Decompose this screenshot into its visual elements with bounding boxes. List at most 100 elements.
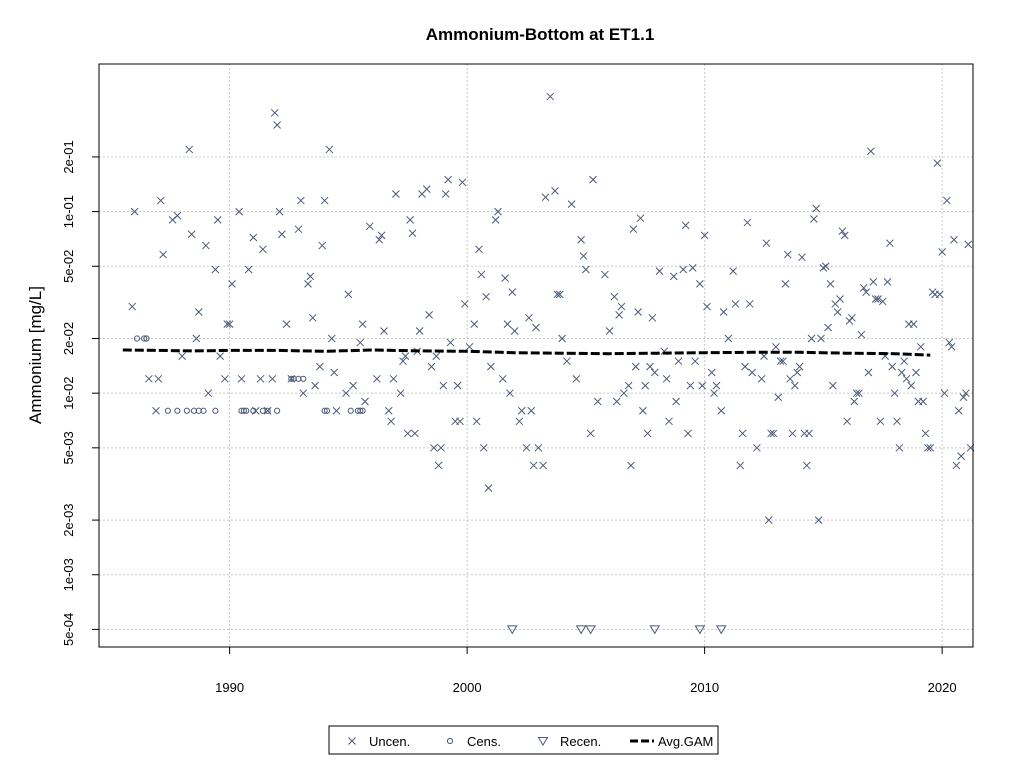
- censored-point: [240, 407, 247, 414]
- uncensored-point: [707, 368, 716, 377]
- censored-point: [288, 375, 295, 382]
- uncensored-point: [470, 320, 479, 328]
- uncensored-point: [655, 267, 664, 275]
- uncensored-point: [776, 357, 785, 366]
- uncensored-point: [686, 381, 695, 390]
- uncensored-point: [601, 270, 609, 279]
- y-axis: 5e-04 1e-03 2e-03 5e-03 1e-02 2e-02 5e-02 1e-01…: [61, 140, 99, 646]
- uncensored-point: [731, 300, 740, 308]
- censored-point: [321, 407, 328, 414]
- y-tick-label: 1e-02: [61, 377, 76, 410]
- grid-lines: [99, 64, 973, 647]
- uncensored-point: [156, 196, 165, 205]
- uncensored-point: [840, 231, 849, 240]
- uncensored-point: [895, 443, 904, 452]
- uncensored-point: [890, 389, 899, 398]
- uncensored-point: [698, 381, 707, 390]
- uncensored-point: [211, 265, 220, 274]
- uncensored-point: [460, 300, 469, 308]
- uncensored-point: [249, 233, 258, 242]
- uncensored-point: [263, 406, 272, 415]
- uncensored-point: [829, 381, 837, 390]
- uncensored-point: [396, 389, 405, 398]
- uncensored-point: [456, 417, 464, 426]
- uncensored-point: [624, 381, 633, 390]
- legend-marker: [446, 737, 454, 745]
- gam-line: [122, 348, 931, 357]
- uncensored-point: [862, 288, 870, 297]
- censored-point: [243, 407, 250, 414]
- uncensored-point: [874, 295, 882, 303]
- y-tick-label: 5e-04: [61, 613, 76, 646]
- uncensored-point: [703, 302, 711, 311]
- uncensored-point: [491, 216, 500, 224]
- uncensored-point: [375, 235, 384, 244]
- uncensored-point: [764, 516, 773, 524]
- uncensored-point: [427, 362, 436, 371]
- uncensored-point: [641, 381, 650, 390]
- uncensored-point: [399, 357, 407, 366]
- uncensored-point: [897, 368, 906, 377]
- censored-point: [164, 407, 171, 414]
- uncensored-point: [318, 241, 327, 250]
- uncensored-point: [838, 227, 847, 236]
- uncensored-point: [130, 207, 139, 216]
- uncensored-point: [962, 389, 970, 398]
- uncensored-point: [503, 320, 512, 328]
- uncensored-point: [679, 265, 688, 274]
- uncensored-point: [902, 374, 911, 383]
- uncensored-point: [945, 338, 954, 347]
- uncensored-point: [349, 381, 357, 390]
- uncensored-point: [819, 264, 828, 272]
- uncensored-point: [361, 397, 369, 406]
- uncensored-point: [824, 323, 832, 332]
- uncensored-point: [434, 461, 443, 470]
- censored-point: [133, 335, 141, 342]
- uncensored-point: [850, 397, 859, 406]
- uncensored-point: [710, 389, 718, 398]
- legend-label: Cens.: [467, 734, 501, 749]
- uncensored-point: [187, 230, 196, 239]
- uncensored-point: [365, 222, 374, 231]
- uncensored-point: [700, 231, 709, 240]
- uncensored-point: [235, 207, 243, 216]
- uncensored-point: [145, 374, 153, 383]
- uncensored-point: [579, 252, 588, 260]
- uncensored-point: [712, 381, 721, 390]
- recensored-point: [575, 625, 587, 635]
- uncensored-point: [907, 381, 916, 390]
- uncensored-point: [926, 443, 935, 452]
- uncensored-point: [465, 342, 474, 351]
- x-axis: 1990 2000 2010 2020: [215, 647, 957, 695]
- uncensored-point: [912, 368, 920, 377]
- uncensored-point: [202, 241, 210, 250]
- uncensored-point: [605, 327, 614, 335]
- censored-point: [174, 407, 181, 414]
- uncensored-point: [786, 374, 794, 383]
- uncensored-point: [299, 389, 308, 398]
- censored-point: [359, 407, 366, 414]
- uncensored-point: [515, 417, 524, 426]
- censored-point: [347, 407, 354, 414]
- uncensored-point: [453, 381, 462, 390]
- uncensored-point: [919, 397, 927, 406]
- uncensored-point: [767, 429, 775, 438]
- uncensored-point: [344, 290, 353, 299]
- uncensored-point: [472, 417, 481, 426]
- uncensored-point: [883, 278, 892, 286]
- uncensored-point: [484, 484, 493, 492]
- uncensored-point: [278, 230, 286, 239]
- uncensored-point: [159, 250, 167, 259]
- uncensored-point: [952, 461, 961, 470]
- uncensored-point: [204, 389, 213, 398]
- uncensored-point: [610, 292, 619, 301]
- uncensored-point: [748, 368, 756, 377]
- uncensored-point: [406, 216, 414, 224]
- uncensored-point: [665, 417, 673, 426]
- uncensored-point: [380, 327, 388, 335]
- censored-point: [141, 335, 148, 342]
- uncensored-point: [411, 429, 419, 438]
- uncensored-point: [275, 207, 284, 216]
- uncensored-point: [458, 178, 467, 187]
